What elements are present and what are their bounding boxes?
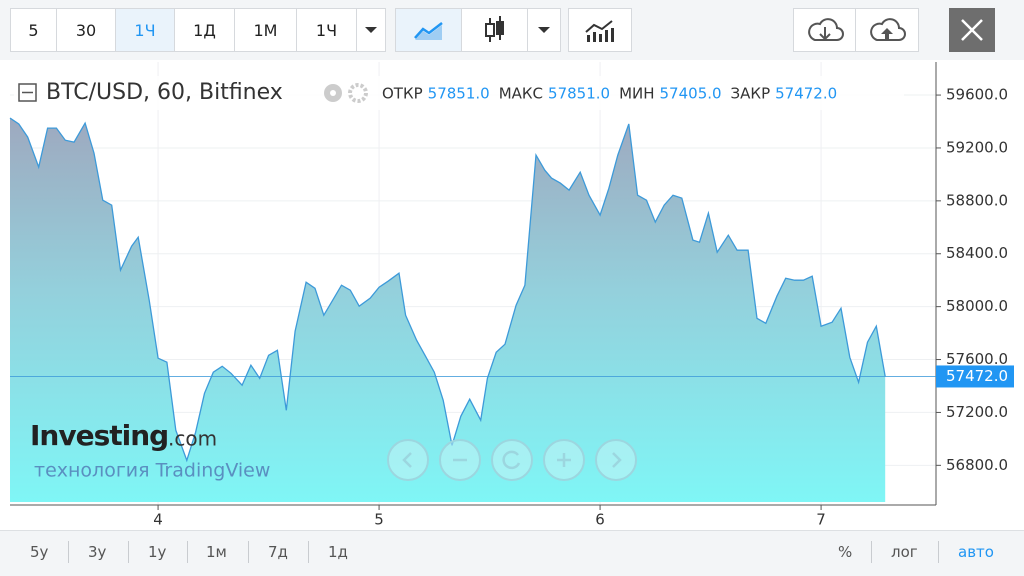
- close-icon: [961, 19, 983, 41]
- scroll-left-button[interactable]: [387, 439, 429, 481]
- interval-button[interactable]: 1Ч: [115, 8, 175, 52]
- watermark-tagline: технология TradingView: [34, 460, 270, 482]
- chart: BTC/USD, 60, Bitfinex ОТКР 57851.0 МАКС 578…: [9, 62, 1014, 529]
- y-tick-label: 59600.0: [946, 86, 1008, 104]
- area-line: [9, 117, 886, 463]
- current-price-box: [936, 365, 1014, 388]
- y-tick-label: 57600.0: [946, 350, 1008, 368]
- separator: [938, 541, 939, 563]
- interval-button[interactable]: 5: [10, 8, 57, 52]
- ohlc-value: 57405.0: [660, 85, 722, 103]
- area-chart-button[interactable]: [395, 8, 462, 52]
- ohlc-value: 57851.0: [548, 85, 610, 103]
- arrow-icon: [538, 27, 550, 33]
- separator: [871, 541, 872, 563]
- toolbar: 5 30 1Ч 1Д 1М 1Ч: [0, 0, 1024, 60]
- ohlc-label: ОТКР: [382, 85, 423, 103]
- dropdown-button[interactable]: [527, 8, 561, 52]
- ohlc-label: МИН: [619, 85, 654, 103]
- indicators-button[interactable]: [568, 8, 632, 52]
- ohlc-value: 57851.0: [428, 85, 490, 103]
- y-tick-label: 59200.0: [946, 138, 1008, 156]
- reset-button[interactable]: [491, 439, 533, 481]
- ohlc-value: 57472.0: [775, 85, 837, 103]
- footer: 5у 3у 1у 1м 7д 1д % лог авто: [0, 530, 1024, 576]
- y-tick-label: 56800.0: [946, 456, 1008, 474]
- close-button[interactable]: [949, 8, 995, 52]
- indicators-icon: [585, 20, 614, 42]
- range-button[interactable]: 1м: [206, 543, 227, 561]
- y-tick-label: 58800.0: [946, 191, 1008, 209]
- auto-toggle[interactable]: авто: [958, 543, 994, 561]
- interval-button[interactable]: 1Д: [174, 8, 235, 52]
- percent-toggle[interactable]: %: [838, 543, 853, 561]
- cloud-download-icon: [807, 18, 844, 41]
- interval-button[interactable]: 1Ч: [296, 8, 357, 52]
- watermark-domain: .com: [168, 427, 217, 451]
- ohlc-label: МАКС: [499, 85, 543, 103]
- current-price-label: 57472.0: [946, 367, 1008, 385]
- load-button[interactable]: [793, 8, 856, 52]
- dropdown-button[interactable]: [356, 8, 386, 52]
- arrow-icon: [365, 27, 377, 33]
- range-button[interactable]: 1у: [148, 543, 167, 561]
- separator: [187, 541, 188, 563]
- settings-icon[interactable]: [348, 83, 368, 103]
- separator: [128, 541, 129, 563]
- collapse-icon[interactable]: [18, 83, 37, 102]
- visibility-icon-dot: [330, 90, 336, 96]
- separator: [248, 541, 249, 563]
- chart-title: BTC/USD, 60, Bitfinex: [46, 80, 283, 105]
- area-fill: [10, 118, 886, 502]
- watermark-brand: Investing: [30, 419, 168, 452]
- x-tick-label: 5: [374, 511, 384, 529]
- range-button[interactable]: 7д: [268, 543, 288, 561]
- candle-chart-button[interactable]: [461, 8, 528, 52]
- x-tick-label: 4: [153, 511, 163, 529]
- cloud-upload-icon: [870, 18, 906, 41]
- x-tick-label: 6: [595, 511, 605, 529]
- range-button[interactable]: 1д: [328, 543, 348, 561]
- candle-icon: [484, 16, 504, 42]
- y-tick-label: 58000.0: [946, 297, 1008, 315]
- separator: [308, 541, 309, 563]
- save-button[interactable]: [855, 8, 919, 52]
- y-tick-label: 57200.0: [946, 403, 1008, 421]
- scroll-right-button[interactable]: [595, 439, 637, 481]
- range-button[interactable]: 3у: [88, 543, 107, 561]
- range-button[interactable]: 5у: [30, 543, 49, 561]
- x-tick-label: 7: [816, 511, 826, 529]
- navigation-glyphs: [402, 450, 622, 470]
- separator: [68, 541, 69, 563]
- log-toggle[interactable]: лог: [891, 543, 918, 561]
- ohlc-label: ЗАКР: [731, 85, 771, 103]
- area-icon: [413, 22, 443, 40]
- y-tick-label: 58400.0: [946, 244, 1008, 262]
- interval-button[interactable]: 1М: [234, 8, 297, 52]
- legend-bg: [14, 76, 904, 110]
